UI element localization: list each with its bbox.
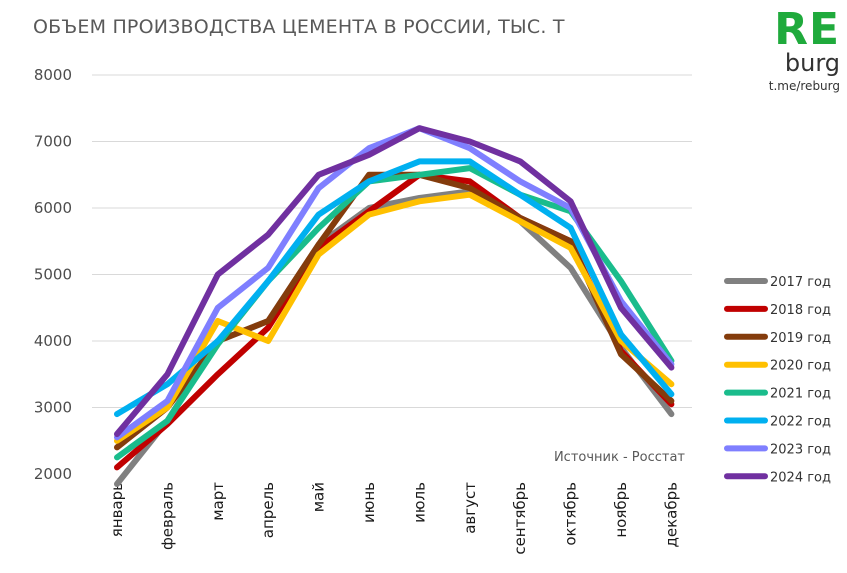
y-tick-label: 4000 xyxy=(34,332,72,350)
legend-label: 2022 год xyxy=(770,415,831,430)
y-tick-label: 8000 xyxy=(34,66,72,84)
gridlines xyxy=(92,74,692,408)
legend-label: 2023 год xyxy=(770,442,831,457)
y-tick-label: 7000 xyxy=(34,133,72,151)
x-tick-label: март xyxy=(209,482,227,521)
legend-label: 2021 год xyxy=(770,387,831,402)
x-axis-ticks: январь февраль март апрель май июнь июль август… xyxy=(108,482,680,555)
source-note: Источник - Росстат xyxy=(554,450,685,465)
legend-label: 2019 год xyxy=(770,331,831,346)
series-lines xyxy=(114,125,675,487)
logo-main-text: RE xyxy=(774,4,840,55)
legend: 2017 год 2018 год 2019 год 2020 год 2021 год… xyxy=(724,275,831,485)
x-tick-label: октябрь xyxy=(562,482,580,546)
x-tick-label: январь xyxy=(108,482,126,537)
y-tick-label: 2000 xyxy=(34,465,72,483)
legend-label: 2017 год xyxy=(770,275,831,290)
series-line-2020 xyxy=(114,191,675,444)
series-line-2022 xyxy=(114,158,675,418)
x-tick-label: февраль xyxy=(158,482,176,550)
reburg-logo: RE burg t.me/reburg xyxy=(740,4,840,94)
y-tick-label: 6000 xyxy=(34,199,72,217)
legend-label: 2018 год xyxy=(770,303,831,318)
legend-label: 2024 год xyxy=(770,470,831,485)
x-tick-label: апрель xyxy=(259,482,277,538)
x-tick-label: май xyxy=(310,482,328,512)
x-tick-label: июнь xyxy=(360,482,378,523)
y-tick-label: 5000 xyxy=(34,266,72,284)
legend-label: 2020 год xyxy=(770,359,831,374)
series-line-2018 xyxy=(114,171,675,471)
logo-link-text: t.me/reburg xyxy=(768,79,840,93)
x-tick-label: декабрь xyxy=(662,482,680,547)
x-tick-label: август xyxy=(461,482,479,534)
x-tick-label: сентябрь xyxy=(511,482,529,555)
series-line-2024 xyxy=(114,125,675,438)
x-tick-label: ноябрь xyxy=(612,482,630,538)
chart-title: ОБЪЕМ ПРОИЗВОДСТВА ЦЕМЕНТА В РОССИИ, ТЫС… xyxy=(33,16,565,38)
y-tick-label: 3000 xyxy=(34,399,72,417)
x-tick-label: июль xyxy=(410,482,428,523)
y-axis-ticks: 2000 3000 4000 5000 6000 7000 8000 xyxy=(34,66,72,483)
logo-sub-text: burg xyxy=(784,49,840,77)
